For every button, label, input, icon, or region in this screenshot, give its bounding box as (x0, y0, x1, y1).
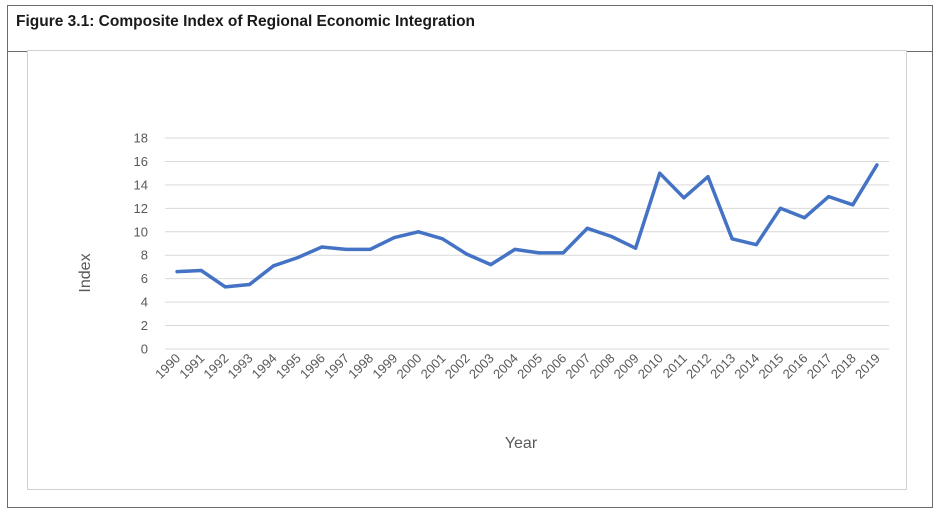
chart-area: 0 2 4 6 8 10 12 14 16 18 1990 1991 1992 1993 1994 1995… (27, 50, 907, 490)
y-tick-label: 16 (134, 154, 148, 169)
x-tick-label: 2007 (562, 351, 593, 382)
data-point (513, 247, 517, 251)
x-tick-label: 2011 (660, 351, 690, 381)
data-point (585, 226, 589, 230)
x-tick-label: 2008 (587, 351, 618, 382)
x-tick-label: 2012 (683, 351, 714, 382)
y-tick-label: 10 (134, 224, 148, 239)
y-axis-title: Index (77, 253, 94, 292)
y-tick-label: 4 (141, 295, 148, 310)
data-point (706, 175, 710, 179)
data-point (344, 247, 348, 251)
data-point (609, 234, 614, 239)
x-tick-label: 2014 (731, 351, 762, 382)
x-tick-label: 1993 (225, 351, 256, 382)
x-tick-label: 1997 (321, 351, 352, 382)
data-point (537, 251, 541, 255)
gridlines (165, 137, 889, 350)
x-tick-label: 2000 (393, 351, 424, 382)
y-tick-label: 12 (134, 201, 148, 216)
x-tick-label: 2001 (418, 351, 449, 382)
x-tick-label: 2018 (828, 351, 859, 382)
data-point (851, 203, 855, 207)
data-point (392, 236, 396, 240)
data-point (658, 171, 662, 175)
y-tick-label: 18 (134, 131, 148, 146)
x-tick-label: 1996 (297, 351, 328, 382)
x-tick-label: 2006 (538, 351, 569, 382)
x-tick-label: 2010 (635, 351, 666, 382)
data-point (802, 216, 807, 220)
y-tick-label: 14 (134, 177, 148, 192)
data-point (465, 252, 469, 256)
data-point (875, 163, 879, 167)
x-tick-label: 1994 (249, 351, 280, 382)
y-tick-labels: 0 2 4 6 8 10 12 14 16 18 (134, 131, 148, 357)
x-tick-label: 1990 (152, 351, 183, 382)
series-line (175, 163, 879, 289)
x-tick-label: 2003 (466, 351, 497, 382)
x-tick-label: 2016 (780, 351, 811, 382)
x-tick-label: 2009 (611, 351, 642, 382)
data-point (247, 282, 252, 287)
data-point (778, 206, 783, 210)
x-tick-label: 2004 (490, 351, 521, 382)
x-tick-label: 2019 (852, 351, 883, 382)
x-tick-label: 1998 (345, 351, 376, 382)
x-tick-label: 1992 (200, 351, 231, 382)
data-point (440, 237, 445, 241)
data-point (827, 195, 831, 199)
x-tick-label: 1995 (273, 351, 304, 382)
x-tick-label: 1999 (369, 351, 400, 382)
data-point (489, 263, 493, 267)
data-point (634, 246, 638, 250)
data-point (754, 243, 758, 247)
data-point (561, 251, 565, 255)
x-tick-label: 2013 (707, 351, 738, 382)
figure-title: Figure 3.1: Composite Index of Regional … (16, 13, 476, 30)
data-point (682, 196, 686, 200)
y-tick-label: 2 (141, 318, 148, 333)
data-point (175, 270, 179, 274)
x-axis-title: Year (505, 435, 538, 452)
line-chart: 0 2 4 6 8 10 12 14 16 18 199019911992199319941995… (77, 131, 889, 452)
figure-title-bar: Figure 3.1: Composite Index of Regional … (8, 6, 932, 52)
data-point (199, 268, 203, 273)
x-tick-label: 2017 (804, 351, 835, 382)
data-point (272, 264, 276, 268)
data-point (416, 230, 420, 234)
data-point (296, 255, 300, 260)
x-tick-label: 2005 (514, 351, 545, 382)
y-tick-label: 6 (141, 271, 148, 286)
y-tick-label: 8 (141, 248, 148, 263)
y-tick-label: 0 (141, 342, 148, 357)
data-point (368, 247, 372, 251)
x-tick-labels: 1990199119921993199419951996199719981999… (152, 351, 883, 382)
data-point (320, 245, 324, 249)
x-tick-label: 2015 (755, 351, 786, 382)
x-tick-label: 2002 (442, 351, 473, 382)
x-tick-label: 1991 (176, 351, 207, 382)
data-point (223, 285, 227, 289)
data-point (730, 237, 734, 241)
series-layer (175, 163, 879, 289)
